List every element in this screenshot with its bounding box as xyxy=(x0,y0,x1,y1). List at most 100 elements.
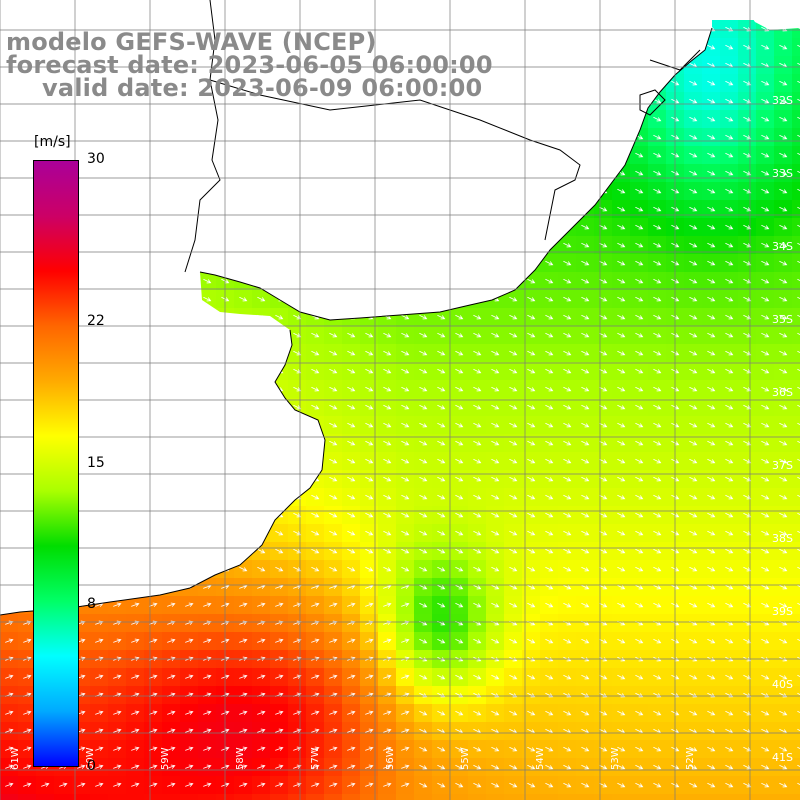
wind-arrow xyxy=(761,512,770,518)
wind-arrow xyxy=(653,494,662,500)
wind-arrow xyxy=(707,134,716,140)
wind-arrow xyxy=(761,458,770,464)
wind-arrow xyxy=(779,458,788,464)
wind-arrow xyxy=(383,476,392,482)
wind-arrow xyxy=(473,674,482,680)
wind-arrow xyxy=(545,422,554,428)
wind-arrow xyxy=(743,458,752,464)
wind-arrow xyxy=(473,494,482,500)
wind-arrow xyxy=(617,530,626,536)
wind-arrow xyxy=(653,674,662,680)
wind-arrow xyxy=(725,80,734,86)
wind-arrow xyxy=(635,206,644,212)
wind-arrow xyxy=(797,80,800,83)
wind-arrow xyxy=(455,314,464,320)
wind-arrow xyxy=(23,710,32,715)
wind-arrow xyxy=(635,332,644,338)
wind-arrow xyxy=(689,422,698,428)
speed-cell xyxy=(414,794,433,804)
wind-arrow xyxy=(761,440,770,446)
wind-arrow xyxy=(743,638,752,644)
wind-arrow xyxy=(581,368,590,374)
wind-arrow xyxy=(779,548,788,554)
wind-arrow xyxy=(347,710,356,715)
wind-arrow xyxy=(473,782,482,788)
wind-arrow xyxy=(689,332,698,338)
wind-arrow xyxy=(365,566,374,572)
wind-arrow xyxy=(185,728,194,733)
wind-arrow xyxy=(95,782,104,787)
wind-arrow xyxy=(689,278,698,284)
wind-arrow xyxy=(707,602,716,608)
wind-arrow xyxy=(437,440,446,446)
wind-arrow xyxy=(779,404,788,410)
wind-arrow xyxy=(779,386,788,392)
wind-arrow xyxy=(689,386,698,392)
wind-arrow xyxy=(491,458,500,464)
wind-arrow xyxy=(5,674,14,679)
wind-arrow xyxy=(383,566,392,572)
wind-arrow xyxy=(545,602,554,608)
wind-arrow xyxy=(545,296,554,302)
wind-arrow xyxy=(599,296,608,302)
speed-cell xyxy=(792,74,800,93)
wind-arrow xyxy=(509,584,518,590)
wind-arrow xyxy=(545,584,554,590)
speed-cell xyxy=(792,740,800,759)
wind-arrow xyxy=(401,458,410,464)
wind-arrow xyxy=(707,566,716,572)
wind-arrow xyxy=(707,548,716,554)
wind-arrow xyxy=(311,332,320,338)
wind-arrow xyxy=(311,512,320,518)
speed-cell xyxy=(108,794,127,804)
wind-arrow xyxy=(599,494,608,500)
wind-arrow xyxy=(707,674,716,680)
colorbar-unit: [m/s] xyxy=(34,134,71,150)
wind-arrow xyxy=(293,332,302,338)
wind-arrow xyxy=(365,476,374,482)
wind-arrow xyxy=(635,584,644,590)
wind-arrow xyxy=(365,710,374,715)
wind-arrow xyxy=(563,260,572,266)
wind-arrow xyxy=(563,512,572,518)
wind-arrow xyxy=(239,602,248,607)
wind-arrow xyxy=(617,332,626,338)
wind-arrow xyxy=(527,296,536,302)
speed-cell xyxy=(792,290,800,309)
wind-arrow xyxy=(275,710,284,715)
wind-arrow xyxy=(167,782,176,787)
wind-arrow xyxy=(329,512,338,518)
wind-arrow xyxy=(491,548,500,554)
wind-arrow xyxy=(761,224,770,230)
speed-cell xyxy=(792,146,800,165)
wind-arrow xyxy=(761,584,770,590)
wind-arrow xyxy=(743,296,752,302)
wind-arrow xyxy=(383,494,392,500)
wind-arrow xyxy=(599,602,608,608)
wind-arrow xyxy=(653,440,662,446)
wind-arrow xyxy=(779,530,788,536)
speed-cell xyxy=(792,722,800,741)
speed-cell xyxy=(792,236,800,255)
wind-arrow xyxy=(689,764,698,770)
wind-arrow xyxy=(455,440,464,446)
wind-arrow xyxy=(761,548,770,554)
wind-arrow xyxy=(725,98,734,104)
wind-arrow xyxy=(779,440,788,446)
wind-arrow xyxy=(761,98,770,104)
wind-arrow xyxy=(797,584,800,587)
wind-arrow xyxy=(527,764,536,770)
wind-arrow xyxy=(635,404,644,410)
wind-arrow xyxy=(419,494,428,500)
wind-arrow xyxy=(293,674,302,679)
wind-arrow xyxy=(257,782,266,787)
wind-arrow xyxy=(779,764,788,770)
wind-arrow xyxy=(527,638,536,644)
wind-arrow xyxy=(437,332,446,338)
wind-arrow xyxy=(419,566,428,572)
wind-arrow xyxy=(725,206,734,212)
wind-arrow xyxy=(725,332,734,338)
wind-arrow xyxy=(293,404,302,410)
latitude-label: 34S xyxy=(772,240,793,253)
